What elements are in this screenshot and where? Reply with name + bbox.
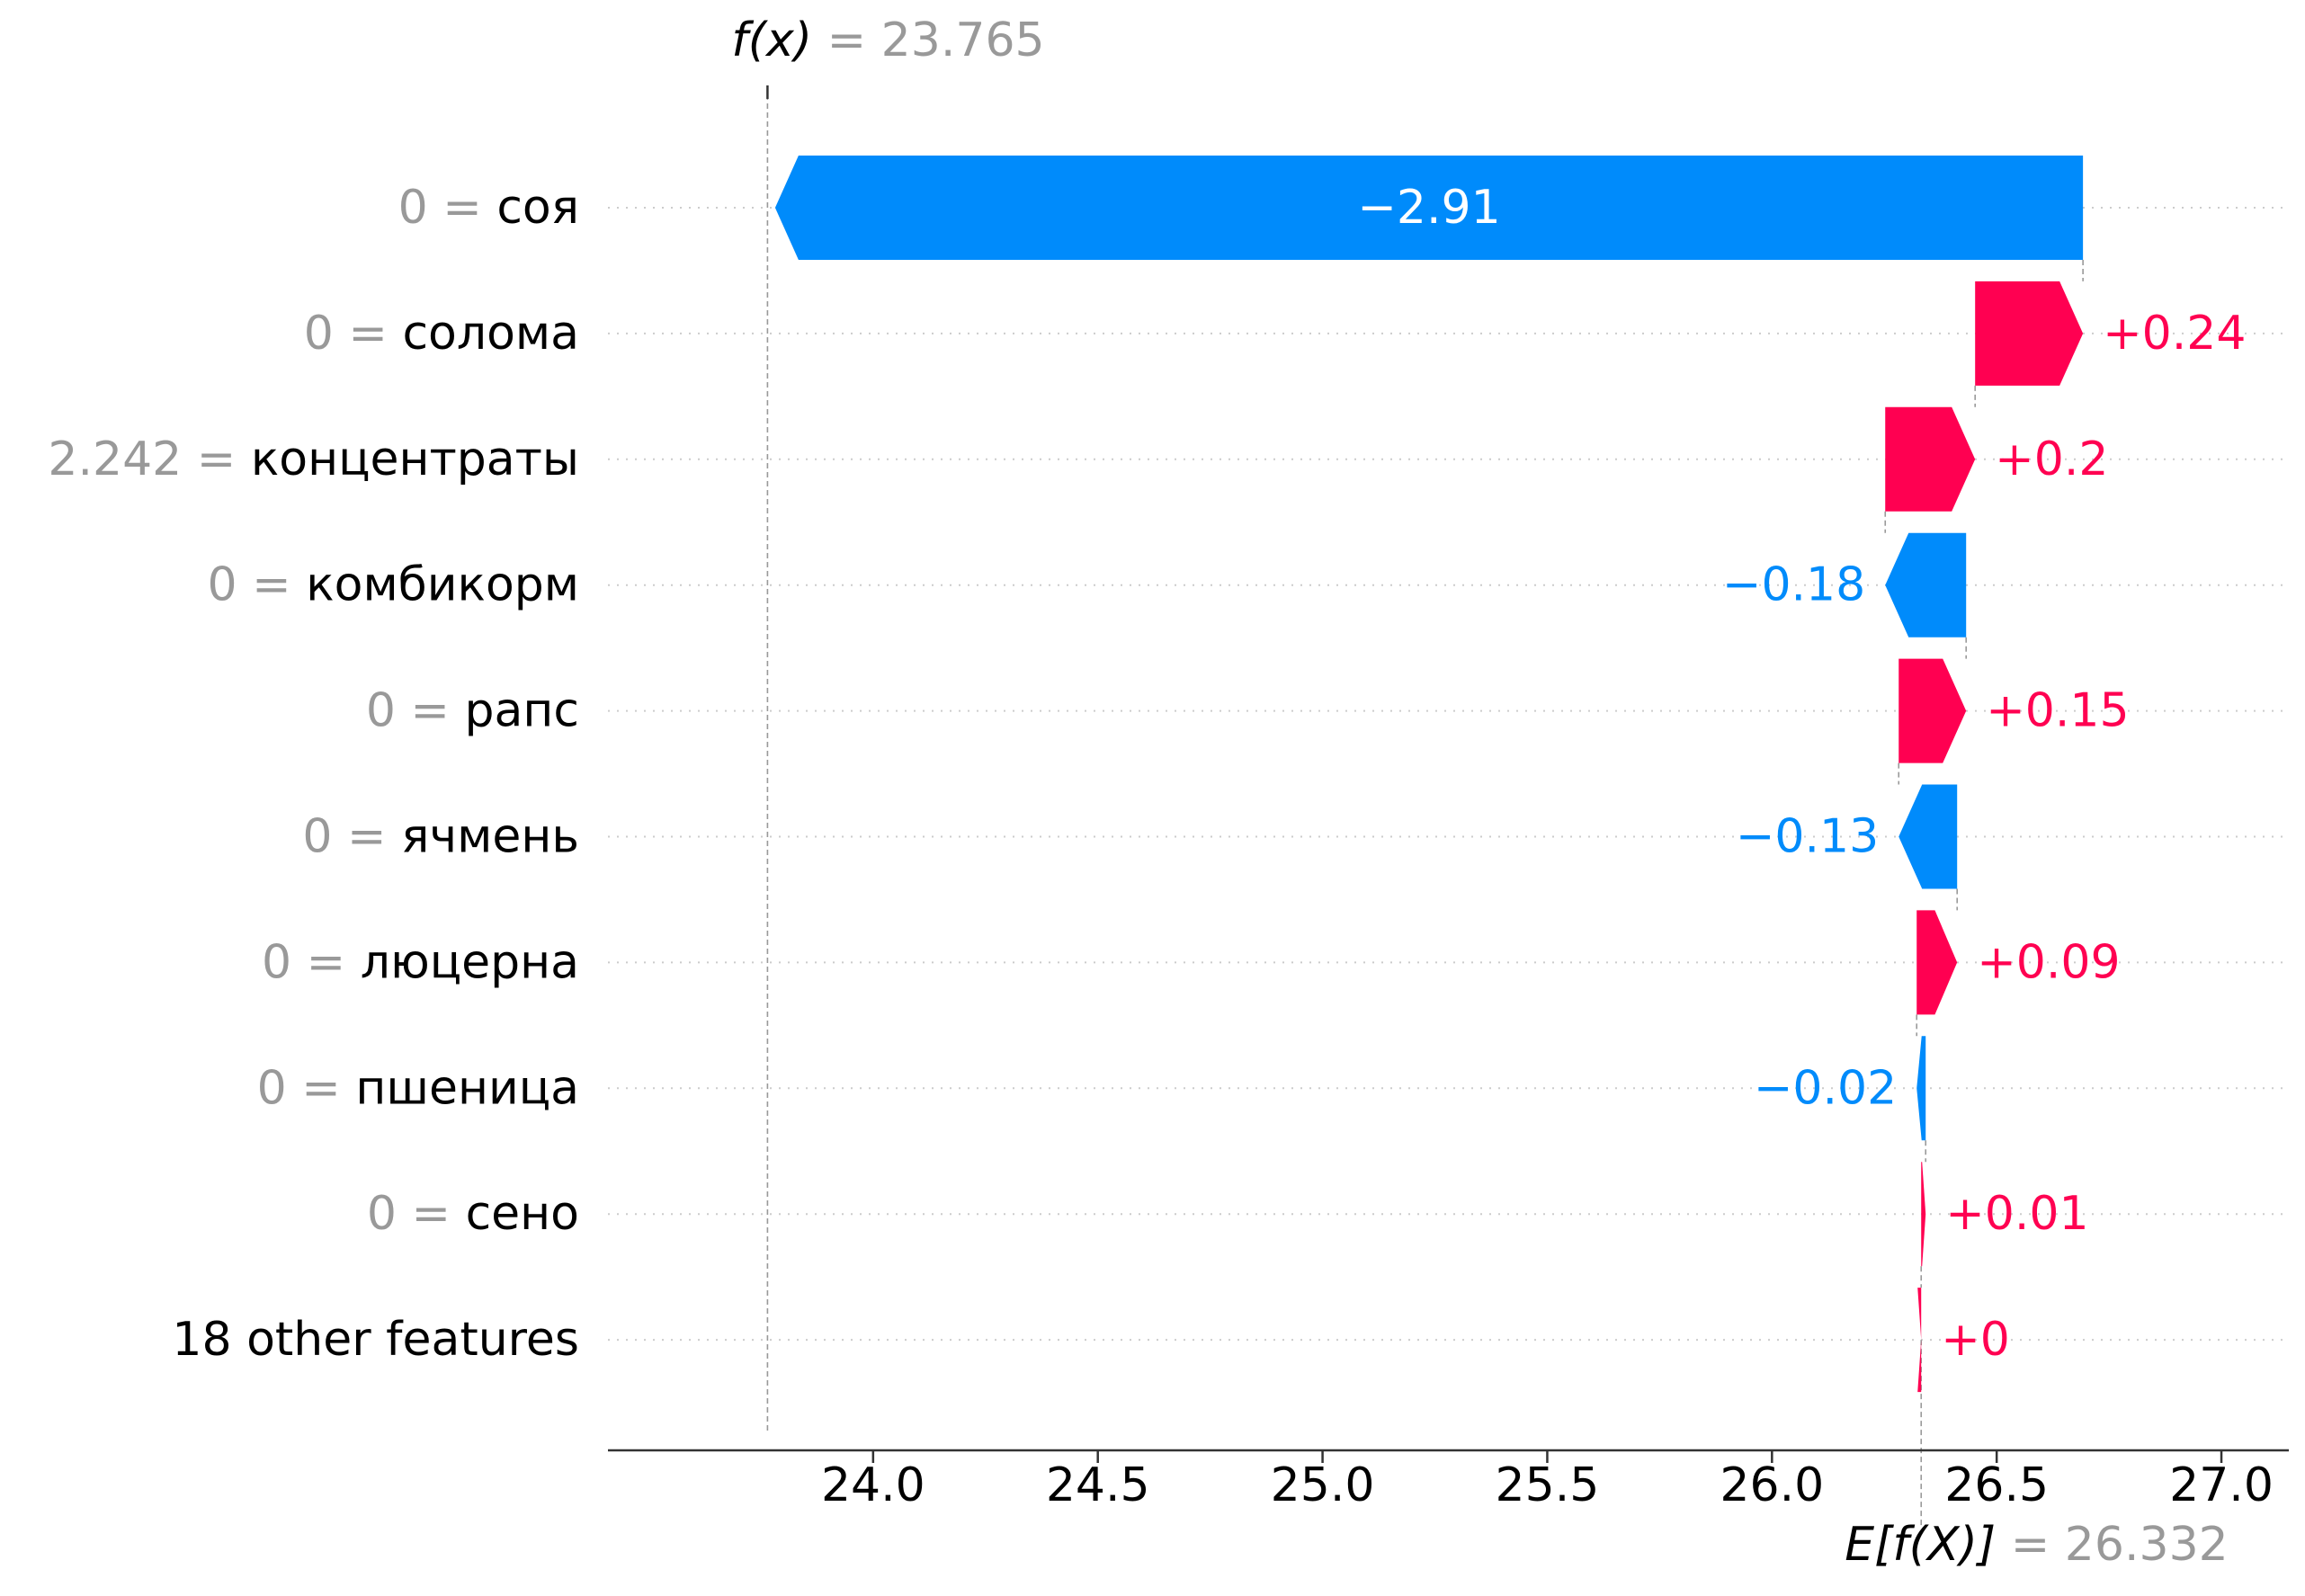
shap-value-label: +0.15 [1986, 684, 2129, 738]
base-label: E[f(X)] [1845, 1518, 1996, 1572]
feature-value: 0 = [262, 935, 345, 989]
x-tick-label: 25.0 [1271, 1458, 1375, 1512]
fx-value: = 23.765 [827, 13, 1045, 67]
waterfall-bar [774, 156, 2084, 260]
feature-name: концентраты [251, 432, 579, 486]
feature-name: рапс [465, 684, 579, 738]
shap-value-label: −0.02 [1754, 1061, 1897, 1115]
shap-value-label: +0.2 [1995, 432, 2108, 486]
feature-label: 18 other features [172, 1313, 579, 1367]
feature-name: 18 other features [172, 1313, 579, 1367]
feature-label: 0 = соя [398, 181, 579, 235]
feature-label: 0 = люцерна [262, 935, 579, 989]
fx-annotation: f(x) = 23.765 [731, 13, 1044, 67]
feature-value: 0 = [257, 1061, 341, 1115]
feature-value: 0 = [367, 1187, 451, 1241]
x-tick-label: 26.5 [1944, 1458, 2049, 1512]
shap-value-label: +0.01 [1945, 1187, 2088, 1241]
waterfall-bar [1917, 1288, 1922, 1393]
feature-label: 0 = сено [367, 1187, 579, 1241]
x-tick-label: 26.0 [1720, 1458, 1824, 1512]
x-tick-label: 25.5 [1496, 1458, 1600, 1512]
feature-name: люцерна [361, 935, 579, 989]
base-annotation: E[f(X)] = 26.332 [1845, 1518, 2229, 1572]
feature-name: сено [466, 1187, 579, 1241]
x-tick-label: 24.5 [1046, 1458, 1150, 1512]
waterfall-bar [1975, 281, 2084, 386]
shap-value-label: +0.24 [2103, 307, 2246, 361]
waterfall-bar [1898, 658, 1967, 763]
feature-value: 0 = [366, 684, 450, 738]
feature-name: ячмень [401, 810, 579, 864]
shap-value-label: −2.91 [1357, 181, 1500, 235]
feature-label: 0 = рапс [366, 684, 579, 738]
waterfall-bar [1921, 1162, 1926, 1267]
shap-value-label: −0.13 [1736, 810, 1879, 864]
feature-value: 0 = [304, 307, 388, 361]
shap-value-label: +0 [1941, 1313, 2010, 1367]
feature-label: 0 = пшеница [257, 1061, 579, 1115]
feature-value: 0 = [208, 558, 291, 612]
x-axis: 24.0 24.5 25.0 25.5 26.0 26.5 27.0 [608, 1449, 2289, 1512]
feature-name: комбикорм [306, 558, 579, 612]
feature-name: соя [496, 181, 579, 235]
bars-layer [774, 156, 2084, 1393]
base-value: = 26.332 [2011, 1518, 2229, 1572]
feature-label: 0 = солома [304, 307, 579, 361]
feature-value: 2.242 = [48, 432, 236, 486]
feature-value: 0 = [398, 181, 482, 235]
shap-value-label: +0.09 [1977, 935, 2120, 989]
labels-layer: −2.91 0 = соя +0.24 0 = солома +0.2 2.242 = к… [48, 13, 2246, 1572]
waterfall-bar [1898, 784, 1958, 889]
waterfall-bar [1885, 406, 1976, 512]
waterfall-bar [1885, 532, 1967, 638]
feature-name: пшеница [355, 1061, 579, 1115]
waterfall-bar [1916, 1036, 1926, 1141]
feature-name: солома [402, 307, 579, 361]
shap-value-label: −0.18 [1722, 558, 1865, 612]
feature-value: 0 = [302, 810, 386, 864]
feature-label: 0 = ячмень [302, 810, 579, 864]
x-tick-label: 27.0 [2169, 1458, 2274, 1512]
fx-label: f(x) [731, 13, 812, 67]
x-tick-label: 24.0 [821, 1458, 925, 1512]
feature-label: 0 = комбикорм [208, 558, 580, 612]
feature-label: 2.242 = концентраты [48, 432, 579, 486]
waterfall-bar [1916, 910, 1958, 1015]
